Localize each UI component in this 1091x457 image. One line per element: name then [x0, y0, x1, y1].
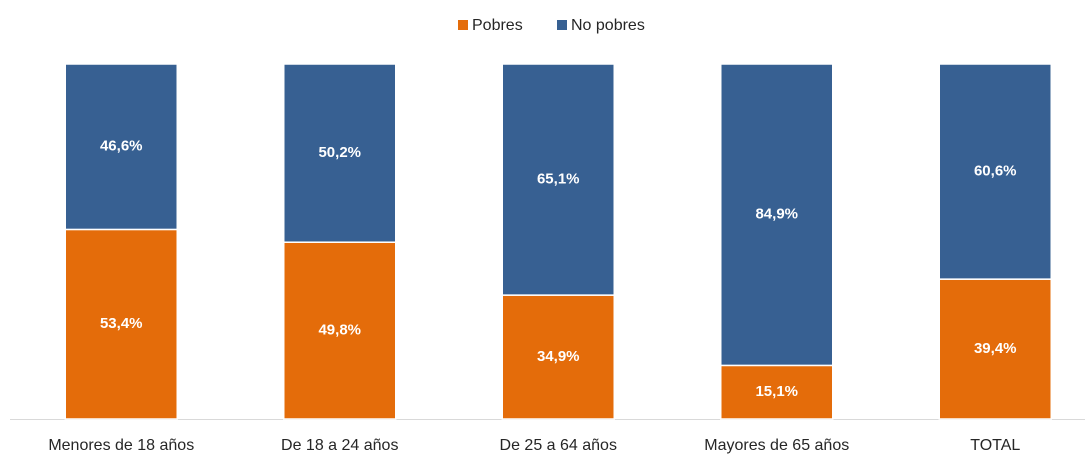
data-label: 50,2%: [318, 144, 361, 161]
bar-segment: [720, 364, 834, 420]
x-tick-label: Mayores de 65 años: [704, 437, 849, 454]
x-tick-label: De 25 a 64 años: [500, 437, 617, 454]
bar-segment: [64, 63, 178, 231]
legend-label: Pobres: [472, 17, 523, 34]
bar-segment: [283, 63, 397, 243]
data-label: 60,6%: [974, 163, 1017, 180]
bar-segment: [501, 63, 615, 296]
data-label: 39,4%: [974, 340, 1017, 357]
bar-segment: [938, 278, 1052, 420]
data-label: 34,9%: [537, 348, 580, 365]
legend-label: No pobres: [571, 17, 645, 34]
data-label: 15,1%: [755, 383, 798, 400]
bar-segment: [938, 63, 1052, 280]
legend-swatch: [557, 20, 567, 30]
data-label: 49,8%: [318, 322, 361, 339]
x-tick-label: De 18 a 24 años: [281, 437, 398, 454]
data-label: 65,1%: [537, 171, 580, 188]
bar-segment: [720, 63, 834, 367]
legend-swatch: [458, 20, 468, 30]
bar-segment: [64, 228, 178, 420]
data-label: 84,9%: [755, 206, 798, 223]
data-label: 53,4%: [100, 315, 143, 332]
bar-segment: [501, 294, 615, 420]
data-label: 46,6%: [100, 138, 143, 155]
x-tick-label: Menores de 18 años: [48, 437, 194, 454]
x-tick-label: TOTAL: [970, 437, 1020, 454]
